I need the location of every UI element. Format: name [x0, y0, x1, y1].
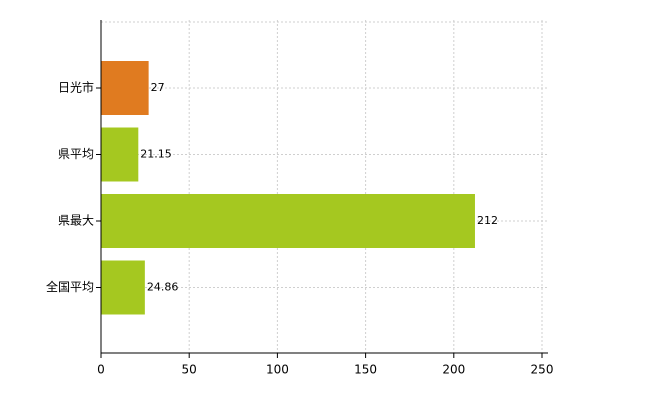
x-tick-label: 200 [442, 363, 465, 377]
y-tick-label: 日光市 [58, 80, 94, 95]
value-label: 24.86 [147, 281, 179, 294]
x-tick-label: 50 [182, 363, 197, 377]
bar [101, 127, 139, 182]
y-tick-label: 県平均 [58, 147, 94, 161]
x-tick-label: 250 [531, 363, 554, 377]
value-label: 27 [151, 81, 165, 94]
x-tick-label: 100 [266, 363, 289, 377]
value-label: 212 [477, 214, 498, 227]
x-tick-label: 0 [97, 363, 105, 377]
y-tick-label: 全国平均 [46, 279, 94, 294]
bar [101, 194, 475, 248]
y-tick-label: 県最大 [58, 214, 94, 228]
bar [101, 260, 145, 315]
value-label: 21.15 [140, 148, 172, 161]
x-tick-label: 150 [354, 363, 377, 377]
bar [101, 61, 149, 115]
